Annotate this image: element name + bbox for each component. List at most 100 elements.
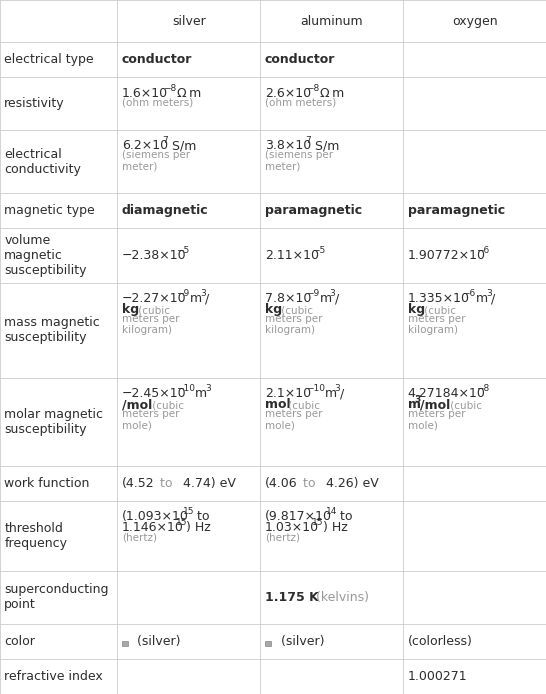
Text: diamagnetic: diamagnetic (122, 204, 209, 217)
Bar (122, 641, 128, 646)
Text: conductor: conductor (122, 53, 192, 66)
Text: m: m (408, 398, 421, 412)
Text: /mol: /mol (420, 398, 450, 412)
Text: 2.1×10: 2.1×10 (265, 387, 311, 400)
Text: meters per: meters per (122, 409, 179, 419)
Text: (hertz): (hertz) (265, 532, 300, 542)
Text: meters per: meters per (408, 314, 465, 324)
Text: 4.26) eV: 4.26) eV (326, 477, 378, 490)
Text: mole): mole) (122, 421, 152, 430)
Text: 14: 14 (326, 507, 337, 516)
Text: (9.817×10: (9.817×10 (265, 510, 332, 523)
Text: 2.6×10: 2.6×10 (265, 87, 311, 100)
Text: meters per: meters per (265, 409, 322, 419)
Text: Ω m: Ω m (173, 87, 201, 100)
Text: meter): meter) (122, 161, 157, 171)
Text: 4.27184×10: 4.27184×10 (408, 387, 486, 400)
Text: volume
magnetic
susceptibility: volume magnetic susceptibility (4, 234, 87, 277)
Text: aluminum: aluminum (301, 15, 363, 28)
Text: 3: 3 (486, 289, 492, 298)
Text: /: / (491, 292, 495, 305)
Text: 2.11×10: 2.11×10 (265, 249, 319, 262)
Text: (cubic: (cubic (285, 400, 320, 410)
Text: mass magnetic
susceptibility: mass magnetic susceptibility (4, 316, 100, 344)
Text: 7: 7 (306, 136, 311, 145)
Text: −2.45×10: −2.45×10 (122, 387, 186, 400)
Text: paramagnetic: paramagnetic (265, 204, 362, 217)
Text: molar magnetic
susceptibility: molar magnetic susceptibility (4, 407, 103, 436)
Text: to: to (299, 477, 319, 490)
Text: meters per: meters per (265, 314, 322, 324)
Text: kilogram): kilogram) (265, 325, 315, 335)
Text: (siemens per: (siemens per (265, 150, 333, 160)
Text: m: m (321, 387, 337, 400)
Text: 4.74) eV: 4.74) eV (183, 477, 235, 490)
Text: m: m (472, 292, 489, 305)
Text: magnetic type: magnetic type (4, 204, 95, 217)
Text: Ω m: Ω m (316, 87, 344, 100)
Text: oxygen: oxygen (452, 15, 497, 28)
Text: −8: −8 (476, 384, 489, 393)
Text: m: m (186, 292, 203, 305)
Text: superconducting
point: superconducting point (4, 584, 109, 611)
Text: −8: −8 (163, 83, 176, 92)
Text: (1.093×10: (1.093×10 (122, 510, 188, 523)
Text: 7.8×10: 7.8×10 (265, 292, 311, 305)
Text: 15: 15 (312, 518, 324, 527)
Text: −2.27×10: −2.27×10 (122, 292, 186, 305)
Text: 6.2×10: 6.2×10 (122, 139, 168, 152)
Text: (4.52: (4.52 (122, 477, 155, 490)
Text: color: color (4, 635, 35, 648)
Text: kg: kg (122, 303, 139, 316)
Text: (cubic: (cubic (278, 305, 313, 316)
Text: conductor: conductor (265, 53, 335, 66)
Text: meter): meter) (265, 161, 300, 171)
Text: (cubic: (cubic (422, 305, 456, 316)
Text: (hertz): (hertz) (122, 532, 157, 542)
Text: /: / (205, 292, 209, 305)
Text: (siemens per: (siemens per (122, 150, 190, 160)
Text: kilogram): kilogram) (408, 325, 458, 335)
Text: kilogram): kilogram) (122, 325, 172, 335)
Text: −10: −10 (306, 384, 324, 393)
Text: /: / (335, 292, 339, 305)
Text: (silver): (silver) (134, 635, 181, 648)
Text: −6: −6 (462, 289, 476, 298)
Text: 1.175 K: 1.175 K (265, 591, 318, 604)
Text: kg: kg (408, 303, 425, 316)
Text: electrical
conductivity: electrical conductivity (4, 148, 81, 176)
Text: −2.38×10: −2.38×10 (122, 249, 186, 262)
Text: threshold
frequency: threshold frequency (4, 522, 67, 550)
Text: (cubic: (cubic (447, 400, 482, 410)
Text: 15: 15 (183, 507, 194, 516)
Text: 3: 3 (335, 384, 340, 393)
Text: (ohm meters): (ohm meters) (265, 97, 336, 108)
Text: resistivity: resistivity (4, 97, 65, 110)
Text: 1.000271: 1.000271 (408, 670, 467, 683)
Text: (cubic: (cubic (149, 400, 184, 410)
Text: 3: 3 (200, 289, 206, 298)
Text: work function: work function (4, 477, 90, 490)
Text: silver: silver (172, 15, 206, 28)
Text: 3.8×10: 3.8×10 (265, 139, 311, 152)
Text: −8: −8 (306, 83, 319, 92)
Text: 1.146×10: 1.146×10 (122, 521, 183, 534)
Text: −10: −10 (176, 384, 195, 393)
Text: 1.6×10: 1.6×10 (122, 87, 168, 100)
Text: electrical type: electrical type (4, 53, 94, 66)
Text: −9: −9 (306, 289, 319, 298)
Text: mole): mole) (408, 421, 438, 430)
Text: 1.90772×10: 1.90772×10 (408, 249, 486, 262)
Text: 1.03×10: 1.03×10 (265, 521, 319, 534)
Text: (kelvins): (kelvins) (312, 591, 369, 604)
Text: /: / (340, 387, 344, 400)
Text: (silver): (silver) (277, 635, 324, 648)
Text: ) Hz: ) Hz (186, 521, 211, 534)
Text: −6: −6 (476, 246, 489, 255)
Text: mol: mol (265, 398, 290, 412)
Text: −5: −5 (312, 246, 325, 255)
Text: 7: 7 (163, 136, 168, 145)
Text: kg: kg (265, 303, 282, 316)
Text: 3: 3 (205, 384, 211, 393)
Text: refractive index: refractive index (4, 670, 103, 683)
